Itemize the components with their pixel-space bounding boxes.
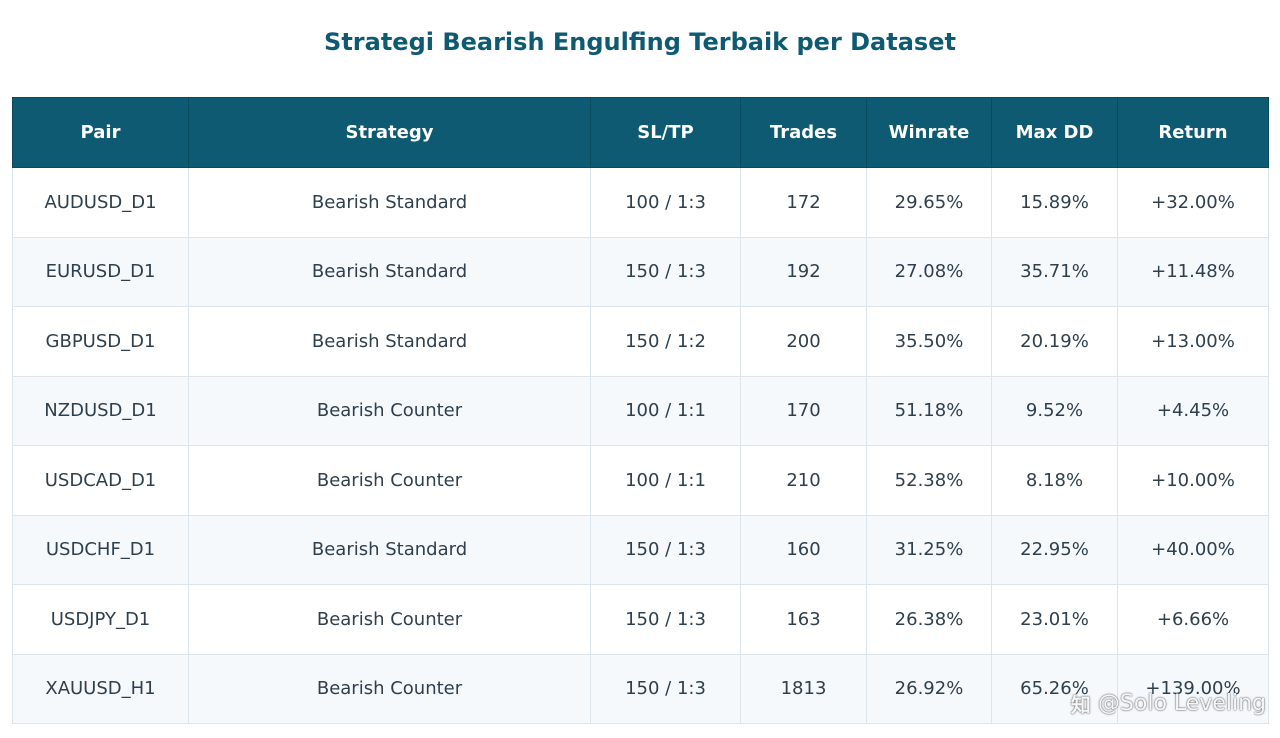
table-cell: 35.50% bbox=[866, 306, 992, 377]
table-cell: 172 bbox=[740, 167, 867, 238]
table-cell: Bearish Counter bbox=[188, 653, 591, 724]
table-cell: Bearish Counter bbox=[188, 445, 591, 516]
table-cell: 22.95% bbox=[991, 514, 1118, 585]
table-row: AUDUSD_D1 Bearish Standard 100 / 1:3 172 29.… bbox=[12, 167, 1269, 238]
table-cell: +40.00% bbox=[1117, 514, 1269, 585]
table-cell: Bearish Standard bbox=[188, 236, 591, 307]
table-cell: +11.48% bbox=[1117, 236, 1269, 307]
table-cell: EURUSD_D1 bbox=[12, 236, 189, 307]
table-cell: USDJPY_D1 bbox=[12, 584, 189, 655]
watermark-text: @Solo Leveling bbox=[1097, 690, 1266, 716]
column-header: SL/TP bbox=[590, 97, 741, 168]
table-cell: 100 / 1:1 bbox=[590, 445, 741, 516]
column-header: Pair bbox=[12, 97, 189, 168]
table-cell: +4.45% bbox=[1117, 375, 1269, 446]
column-header: Max DD bbox=[991, 97, 1118, 168]
table-cell: Bearish Standard bbox=[188, 306, 591, 377]
table-cell: Bearish Counter bbox=[188, 584, 591, 655]
table-cell: +6.66% bbox=[1117, 584, 1269, 655]
table-cell: Bearish Standard bbox=[188, 514, 591, 585]
table-cell: Bearish Standard bbox=[188, 167, 591, 238]
table-cell: 9.52% bbox=[991, 375, 1118, 446]
column-header: Trades bbox=[740, 97, 867, 168]
table-cell: 35.71% bbox=[991, 236, 1118, 307]
table-cell: 170 bbox=[740, 375, 867, 446]
table-cell: 210 bbox=[740, 445, 867, 516]
table-cell: 27.08% bbox=[866, 236, 992, 307]
table-cell: 100 / 1:3 bbox=[590, 167, 741, 238]
table-row: USDJPY_D1 Bearish Counter 150 / 1:3 163 26.3… bbox=[12, 584, 1269, 655]
table-cell: 20.19% bbox=[991, 306, 1118, 377]
table-row: GBPUSD_D1 Bearish Standard 150 / 1:2 200 35.… bbox=[12, 306, 1269, 377]
table-cell: 65.26% bbox=[991, 653, 1118, 724]
watermark: 知 @Solo Leveling bbox=[1068, 690, 1266, 717]
table-cell: +32.00% bbox=[1117, 167, 1269, 238]
column-header: Strategy bbox=[188, 97, 591, 168]
zhihu-logo-icon: 知 bbox=[1070, 692, 1091, 717]
table-cell: 26.92% bbox=[866, 653, 992, 724]
chart-title: Strategi Bearish Engulfing Terbaik per D… bbox=[324, 28, 956, 56]
table-cell: 192 bbox=[740, 236, 867, 307]
table-row: EURUSD_D1 Bearish Standard 150 / 1:3 192 27.… bbox=[12, 236, 1269, 307]
table-cell: 52.38% bbox=[866, 445, 992, 516]
table-cell: XAUUSD_H1 bbox=[12, 653, 189, 724]
table-cell: 1813 bbox=[740, 653, 867, 724]
table-cell: 26.38% bbox=[866, 584, 992, 655]
table-row: USDCAD_D1 Bearish Counter 100 / 1:1 210 52.3… bbox=[12, 445, 1269, 516]
table-cell: NZDUSD_D1 bbox=[12, 375, 189, 446]
table-cell: 51.18% bbox=[866, 375, 992, 446]
table-row: XAUUSD_H1 Bearish Counter 150 / 1:3 1813 26.… bbox=[12, 653, 1269, 724]
table-cell: 150 / 1:3 bbox=[590, 653, 741, 724]
table-cell: 23.01% bbox=[991, 584, 1118, 655]
column-header: Return bbox=[1117, 97, 1269, 168]
table-cell: +13.00% bbox=[1117, 306, 1269, 377]
table-cell: 15.89% bbox=[991, 167, 1118, 238]
table-cell: 8.18% bbox=[991, 445, 1118, 516]
table-cell: USDCHF_D1 bbox=[12, 514, 189, 585]
table-header-row: Pair Strategy SL/TP Trades Winrate Max DD Retu… bbox=[12, 97, 1269, 168]
table-cell: 163 bbox=[740, 584, 867, 655]
table-cell: 150 / 1:3 bbox=[590, 584, 741, 655]
table-cell: USDCAD_D1 bbox=[12, 445, 189, 516]
table-cell: AUDUSD_D1 bbox=[12, 167, 189, 238]
table-cell: 200 bbox=[740, 306, 867, 377]
table-cell: 150 / 1:3 bbox=[590, 236, 741, 307]
column-header: Winrate bbox=[866, 97, 992, 168]
table-cell: Bearish Counter bbox=[188, 375, 591, 446]
table-cell: 31.25% bbox=[866, 514, 992, 585]
table-cell: 150 / 1:3 bbox=[590, 514, 741, 585]
table-cell: 100 / 1:1 bbox=[590, 375, 741, 446]
table-body: AUDUSD_D1 Bearish Standard 100 / 1:3 172 29.… bbox=[12, 167, 1269, 724]
table-cell: GBPUSD_D1 bbox=[12, 306, 189, 377]
table-cell: 160 bbox=[740, 514, 867, 585]
table-cell: +10.00% bbox=[1117, 445, 1269, 516]
results-table: Pair Strategy SL/TP Trades Winrate Max DD Retu… bbox=[12, 97, 1269, 724]
table-cell: 29.65% bbox=[866, 167, 992, 238]
table-cell: 150 / 1:2 bbox=[590, 306, 741, 377]
table-row: USDCHF_D1 Bearish Standard 150 / 1:3 160 31.… bbox=[12, 514, 1269, 585]
table-row: NZDUSD_D1 Bearish Counter 100 / 1:1 170 51.1… bbox=[12, 375, 1269, 446]
table-cell: +139.00% bbox=[1117, 653, 1269, 724]
